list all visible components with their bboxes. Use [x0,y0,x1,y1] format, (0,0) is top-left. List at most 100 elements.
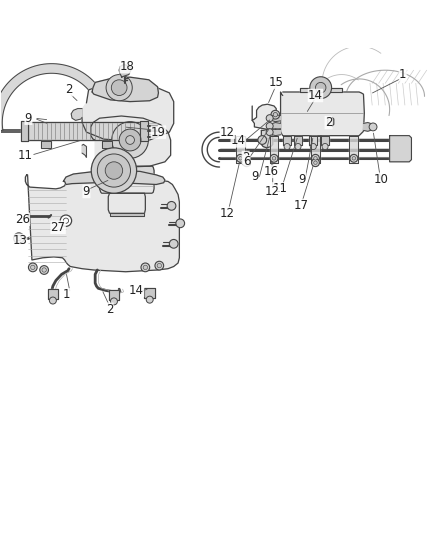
Circle shape [176,219,184,228]
Circle shape [14,233,24,244]
Polygon shape [0,63,110,132]
Text: 17: 17 [293,199,308,212]
Text: 11: 11 [18,149,33,161]
Circle shape [265,123,272,130]
Text: 11: 11 [272,182,286,196]
Circle shape [63,218,68,223]
Circle shape [91,148,136,193]
Polygon shape [119,64,131,77]
Text: 19: 19 [151,126,166,139]
Polygon shape [25,175,179,272]
Polygon shape [363,123,371,131]
Circle shape [167,201,176,210]
Text: 10: 10 [373,173,388,186]
Polygon shape [41,141,51,148]
Polygon shape [300,87,341,92]
Polygon shape [252,104,276,131]
Text: 18: 18 [119,60,134,73]
Polygon shape [236,135,244,163]
Polygon shape [283,135,290,145]
Circle shape [351,157,355,160]
Polygon shape [71,109,82,120]
Circle shape [321,143,327,150]
Circle shape [257,135,266,144]
Circle shape [155,261,163,270]
Polygon shape [139,121,147,141]
Polygon shape [102,141,112,148]
Circle shape [146,296,153,303]
Circle shape [265,115,272,122]
Polygon shape [144,288,155,298]
Text: 15: 15 [268,76,283,89]
Circle shape [265,128,272,135]
Text: 14: 14 [230,134,245,147]
Circle shape [112,122,148,158]
Circle shape [368,123,376,131]
Text: 16: 16 [263,165,278,178]
Circle shape [310,143,316,150]
Circle shape [16,236,21,241]
Polygon shape [108,193,145,213]
Polygon shape [109,290,119,300]
Circle shape [28,263,37,272]
Text: 6: 6 [242,155,250,168]
Polygon shape [82,144,86,157]
Circle shape [272,157,275,160]
Polygon shape [99,166,154,193]
Polygon shape [110,213,144,216]
Circle shape [283,143,290,150]
Polygon shape [269,135,278,163]
Text: 1: 1 [398,68,406,81]
Polygon shape [92,77,158,102]
Circle shape [242,159,250,167]
Circle shape [236,155,244,162]
Text: 2: 2 [241,151,249,164]
Circle shape [169,239,178,248]
Polygon shape [321,135,328,145]
Polygon shape [349,135,357,163]
Polygon shape [311,135,319,163]
Polygon shape [63,171,165,184]
Circle shape [311,155,319,162]
Polygon shape [261,130,272,148]
Text: 9: 9 [251,170,258,183]
Text: 2: 2 [65,83,73,96]
Circle shape [40,265,48,274]
Polygon shape [270,115,280,122]
Circle shape [105,162,122,179]
Circle shape [315,83,325,93]
Circle shape [313,161,317,164]
Polygon shape [82,83,173,141]
Polygon shape [389,135,410,162]
Polygon shape [309,135,317,145]
Circle shape [272,112,277,117]
Circle shape [125,135,134,144]
Circle shape [311,159,319,167]
Circle shape [294,143,300,150]
Text: 12: 12 [219,126,234,139]
Circle shape [143,265,147,270]
Circle shape [244,161,248,164]
Circle shape [269,155,277,162]
Text: 9: 9 [25,112,32,125]
Circle shape [97,154,130,187]
Polygon shape [280,92,364,135]
Circle shape [42,268,46,272]
Polygon shape [293,135,301,145]
Text: 2: 2 [324,116,332,129]
Circle shape [106,75,132,101]
Circle shape [157,263,161,268]
Circle shape [313,157,317,160]
Circle shape [111,80,127,95]
Circle shape [238,157,242,160]
Polygon shape [21,121,28,141]
Text: 26: 26 [15,213,30,226]
Polygon shape [47,289,58,299]
Circle shape [119,129,141,151]
Polygon shape [270,128,280,135]
Polygon shape [91,116,170,167]
Circle shape [349,155,357,162]
Text: 14: 14 [307,89,322,102]
Text: 14: 14 [129,284,144,297]
Text: 27: 27 [50,221,65,234]
